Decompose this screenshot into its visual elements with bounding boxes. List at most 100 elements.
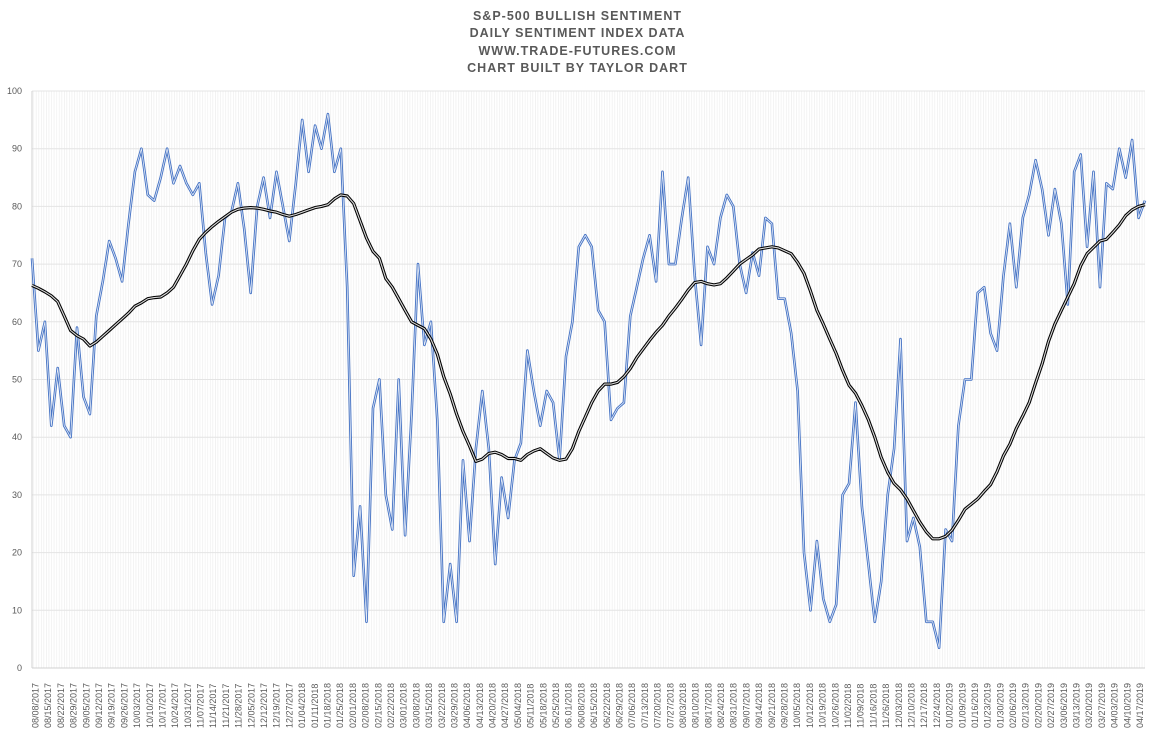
title-line-4: CHART BUILT BY TAYLOR DART — [467, 60, 688, 75]
x-tick-label: 09/21/2018 — [767, 683, 777, 728]
title-line-1: S&P-500 BULLISH SENTIMENT — [472, 9, 683, 23]
y-tick-label: 10 — [12, 605, 22, 615]
x-tick-label: 12/27/2017 — [284, 683, 294, 728]
x-tick-label: 03/08/2018 — [411, 683, 421, 728]
y-tick-label: 40 — [12, 432, 22, 442]
x-tick-label: 08/22/2017 — [56, 683, 66, 728]
series-moving-average — [31, 193, 1146, 541]
x-tick-label: 02/06/2019 — [1008, 683, 1018, 728]
x-tick-label: 10/03/2017 — [132, 683, 142, 728]
x-tick-label: 01/18/2018 — [322, 683, 332, 728]
x-tick-label: 11/28/2017 — [234, 684, 244, 728]
x-tick-label: 08/29/2017 — [69, 683, 79, 728]
x-tick-label: 10/17/2017 — [157, 683, 167, 728]
title-line-2: DAILY SENTIMENT INDEX DATA — [469, 26, 686, 41]
x-tick-label: 11/21/2017 — [221, 684, 231, 728]
x-tick-label: 11/14/2017 — [208, 684, 218, 728]
x-tick-label: 04/13/2018 — [475, 683, 485, 728]
y-tick-label: 90 — [12, 144, 22, 154]
x-tick-label: 06/29/2018 — [614, 683, 624, 728]
x-tick-label: 01/04/2018 — [297, 683, 307, 728]
x-tick-label: 12/19/2017 — [272, 683, 282, 728]
x-tick-label: 03/15/2018 — [424, 683, 434, 728]
x-tick-label: 09/19/2017 — [107, 683, 117, 728]
x-tick-label: 11/02/2018 — [843, 684, 853, 728]
x-tick-label: 04/06/2018 — [462, 683, 472, 728]
x-tick-label: 05/18/2018 — [538, 683, 548, 728]
x-tick-label: 02/15/2018 — [373, 683, 383, 728]
x-tick-label: 02/08/2018 — [361, 683, 371, 728]
x-tick-label: 10/12/2018 — [805, 683, 815, 728]
x-tick-label: 09/26/2017 — [119, 683, 129, 728]
x-tick-label: 03/20/2019 — [1084, 683, 1094, 728]
x-tick-label: 04/17/2019 — [1135, 683, 1145, 728]
x-tick-label: 09/07/2018 — [741, 683, 751, 728]
x-tick-label: 01/25/2018 — [335, 683, 345, 728]
y-tick-label: 50 — [12, 375, 22, 385]
x-tick-label: 02/27/2019 — [1046, 683, 1056, 728]
chart-title: S&P-500 BULLISH SENTIMENT DAILY SENTIMEN… — [0, 8, 1155, 77]
x-tick-label: 03/01/2018 — [399, 683, 409, 728]
x-tick-label: 12/10/2018 — [906, 683, 916, 728]
x-tick-label: 03/13/2019 — [1072, 683, 1082, 728]
x-tick-label: 09/12/2017 — [94, 683, 104, 728]
x-tick-label: 08/03/2018 — [678, 683, 688, 728]
series-line-inner — [31, 194, 1146, 540]
x-tick-label: 10/26/2018 — [830, 683, 840, 728]
x-tick-label: 04/27/2018 — [500, 683, 510, 728]
x-tick-label: 03/27/2019 — [1097, 683, 1107, 728]
x-tick-label: 12/05/2017 — [246, 683, 256, 728]
x-tick-label: 10/19/2018 — [818, 683, 828, 728]
x-tick-label: 12/24/2018 — [932, 683, 942, 728]
x-tick-label: 01/11/2018 — [310, 684, 320, 728]
x-tick-label: 08/10/2018 — [691, 683, 701, 728]
x-tick-label: 10/05/2018 — [792, 683, 802, 728]
x-tick-label: 06/15/2018 — [589, 683, 599, 728]
x-tick-label: 04/20/2018 — [488, 683, 498, 728]
x-tick-label: 04/10/2019 — [1122, 683, 1132, 728]
x-tick-label: 08/31/2018 — [729, 683, 739, 728]
x-tick-label: 03/29/2018 — [449, 683, 459, 728]
x-tick-label: 01/23/2019 — [983, 683, 993, 728]
x-tick-label: 02/20/2019 — [1033, 683, 1043, 728]
x-tick-label: 07/20/2018 — [653, 683, 663, 728]
x-tick-label: 03/06/2019 — [1059, 683, 1069, 728]
x-tick-label: 10/24/2017 — [170, 683, 180, 728]
x-tick-label: 01/30/2019 — [995, 683, 1005, 728]
x-tick-label: 05/11/2018 — [526, 684, 536, 728]
x-tick-label: 09/05/2017 — [81, 683, 91, 728]
x-tick-label: 05/25/2018 — [551, 683, 561, 728]
x-tick-label: 09/28/2018 — [780, 683, 790, 728]
x-tick-label: 02/01/2018 — [348, 683, 358, 728]
x-tick-label: 01/02/2019 — [945, 683, 955, 728]
x-tick-label: 12/17/2018 — [919, 683, 929, 728]
x-tick-label: 08/08/2017 — [31, 683, 41, 728]
x-tick-label: 10/10/2017 — [145, 683, 155, 728]
y-tick-label: 0 — [17, 663, 22, 673]
x-tick-label: 06/22/2018 — [602, 683, 612, 728]
y-tick-label: 60 — [12, 317, 22, 327]
x-tick-label: 09/14/2018 — [754, 683, 764, 728]
series-daily-sentiment — [30, 112, 1147, 650]
series-line-inner — [31, 113, 1146, 649]
x-tick-label: 08/17/2018 — [703, 683, 713, 728]
y-tick-label: 100 — [7, 86, 22, 96]
x-tick-label: 03/22/2018 — [437, 683, 447, 728]
x-tick-label: 01/16/2019 — [970, 683, 980, 728]
x-tick-label: 08/15/2017 — [43, 683, 53, 728]
x-tick-label: 07/06/2018 — [627, 683, 637, 728]
x-tick-label: 04/03/2019 — [1110, 683, 1120, 728]
x-tick-label: 10/31/2017 — [183, 683, 193, 728]
x-tick-label: 07/27/2018 — [665, 683, 675, 728]
x-tick-label: 12/12/2017 — [259, 683, 269, 728]
x-tick-label: 11/26/2018 — [881, 684, 891, 728]
x-tick-label: 02/22/2018 — [386, 683, 396, 728]
x-tick-label: 11/16/2018 — [868, 684, 878, 728]
x-tick-label: 05/04/2018 — [513, 683, 523, 728]
x-tick-label: 06.01/2018 — [564, 683, 574, 728]
x-tick-label: 08/24/2018 — [716, 683, 726, 728]
x-tick-label: 11/07/2017 — [196, 684, 206, 728]
y-tick-label: 20 — [12, 548, 22, 558]
y-tick-label: 30 — [12, 490, 22, 500]
y-tick-label: 80 — [12, 201, 22, 211]
